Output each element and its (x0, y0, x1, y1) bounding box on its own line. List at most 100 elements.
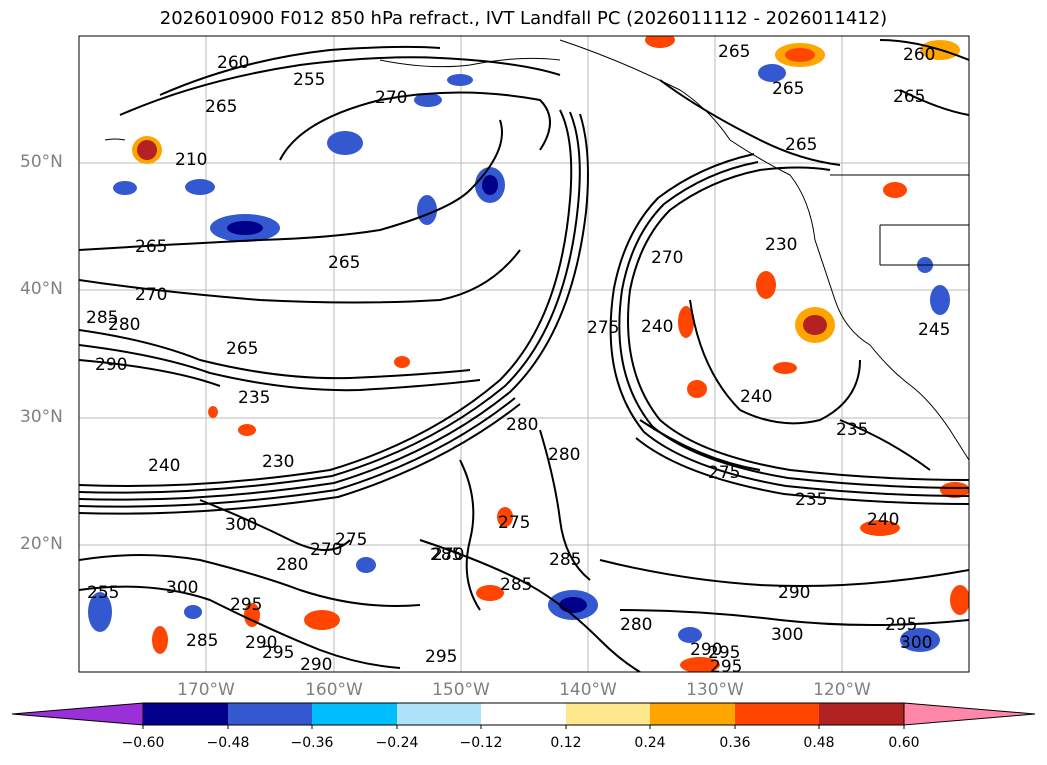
contour-label: 300 (771, 625, 803, 645)
contour-label: 275 (498, 513, 530, 533)
contour-label: 280 (276, 555, 308, 575)
coastlines (104, 39, 969, 461)
contour-label: 270 (310, 540, 342, 560)
contour-label: 265 (772, 79, 804, 99)
shade-positive (476, 585, 504, 601)
refractivity-shading (88, 36, 969, 672)
contour-label: 255 (87, 583, 119, 603)
contour-label: 265 (785, 135, 817, 155)
colorbar-tick-label: −0.24 (375, 735, 419, 751)
colorbar-segment (819, 703, 904, 725)
shade-positive (678, 306, 694, 338)
contour-label: 285 (549, 550, 581, 570)
colorbar-tick-label: −0.60 (121, 735, 165, 751)
contour-label: 280 (620, 615, 652, 635)
contour-label: 285 (500, 575, 532, 595)
contour-label: 275 (335, 530, 367, 550)
contour-label: 290 (778, 583, 810, 603)
contour-label: 265 (205, 97, 237, 117)
contour-label: 290 (95, 355, 127, 375)
shade-positive (645, 36, 675, 48)
colorbar-tick-label: 0.24 (634, 735, 666, 751)
colorbar-segment (143, 703, 228, 725)
shade-positive (244, 603, 260, 627)
colorbar-tick-label: −0.36 (290, 735, 334, 751)
shade-positive (687, 380, 707, 398)
lat-label: 40°N (20, 279, 63, 299)
colorbar-tick-label: 0.36 (719, 735, 751, 751)
lon-label: 140°W (559, 680, 617, 700)
map-panel (79, 36, 969, 672)
contour-label: 290 (300, 655, 332, 675)
lon-label: 130°W (686, 680, 744, 700)
contour-label: 300 (166, 578, 198, 598)
shade-negative (482, 175, 498, 195)
contour-label: 275 (708, 463, 740, 483)
contour-label: 285 (186, 631, 218, 651)
contour-label: 300 (225, 515, 257, 535)
shade-negative (559, 597, 587, 613)
graticule (79, 36, 969, 672)
refractivity-contours (79, 39, 969, 672)
contour-label: 285 (430, 545, 462, 565)
contour-label: 270 (651, 248, 683, 268)
shade-positive (756, 271, 776, 299)
contour-label: 270 (432, 545, 464, 565)
colorbar-segment (228, 703, 312, 725)
shade-negative (447, 74, 473, 86)
colorbar-tick-label: 0.48 (803, 735, 835, 751)
contour-label: 230 (765, 235, 797, 255)
colorbar-segment (481, 703, 566, 725)
contour-label: 240 (641, 317, 673, 337)
lat-label: 20°N (20, 534, 63, 554)
shade-negative (185, 179, 215, 195)
contour-label: 265 (135, 237, 167, 257)
shade-positive (152, 626, 168, 654)
shade-positive (304, 610, 340, 630)
contour-label: 290 (690, 640, 722, 660)
contour-label: 210 (175, 150, 207, 170)
shade-negative (113, 181, 137, 195)
contour-label: 285 (86, 308, 118, 328)
colorbar-frame (142, 702, 905, 726)
contour-label: 235 (795, 490, 827, 510)
colorbar-tick-label: −0.48 (206, 735, 250, 751)
contour-label: 240 (867, 510, 899, 530)
contour-label: 265 (328, 253, 360, 273)
contour-label: 265 (893, 87, 925, 107)
shade-positive (773, 362, 797, 374)
shade-positive (394, 356, 410, 368)
contour-label: 270 (135, 285, 167, 305)
shade-negative (930, 285, 950, 315)
colorbar-tick-label: −0.12 (459, 735, 503, 751)
shade-negative (900, 628, 940, 652)
contour-label: 260 (903, 45, 935, 65)
lon-label: 170°W (177, 680, 235, 700)
contour-label: 295 (708, 643, 740, 663)
shade-positive (497, 507, 513, 527)
contour-label: 235 (836, 420, 868, 440)
contour-label: 275 (587, 318, 619, 338)
contour-label: 295 (885, 615, 917, 635)
shade-positive (680, 657, 720, 672)
shade-positive (238, 424, 256, 436)
colorbar-extend-low (11, 702, 144, 726)
contour-label: 245 (918, 320, 950, 340)
shade-negative (414, 93, 442, 107)
contour-label: 290 (245, 633, 277, 653)
shade-negative (327, 131, 363, 155)
shade-positive (208, 406, 218, 418)
shade-negative (356, 557, 376, 573)
colorbar-tick-label: 0.12 (550, 735, 582, 751)
contour-label: 300 (900, 633, 932, 653)
colorbar-segment (566, 703, 650, 725)
shade-positive (860, 520, 900, 536)
map-frame (78, 35, 970, 673)
shade-positive (883, 182, 907, 198)
contour-label: 240 (740, 387, 772, 407)
contour-label: 230 (262, 452, 294, 472)
colorbar-segment (650, 703, 735, 725)
contour-label: 295 (262, 643, 294, 663)
colorbar (11, 702, 1036, 729)
contour-label: 295 (230, 595, 262, 615)
